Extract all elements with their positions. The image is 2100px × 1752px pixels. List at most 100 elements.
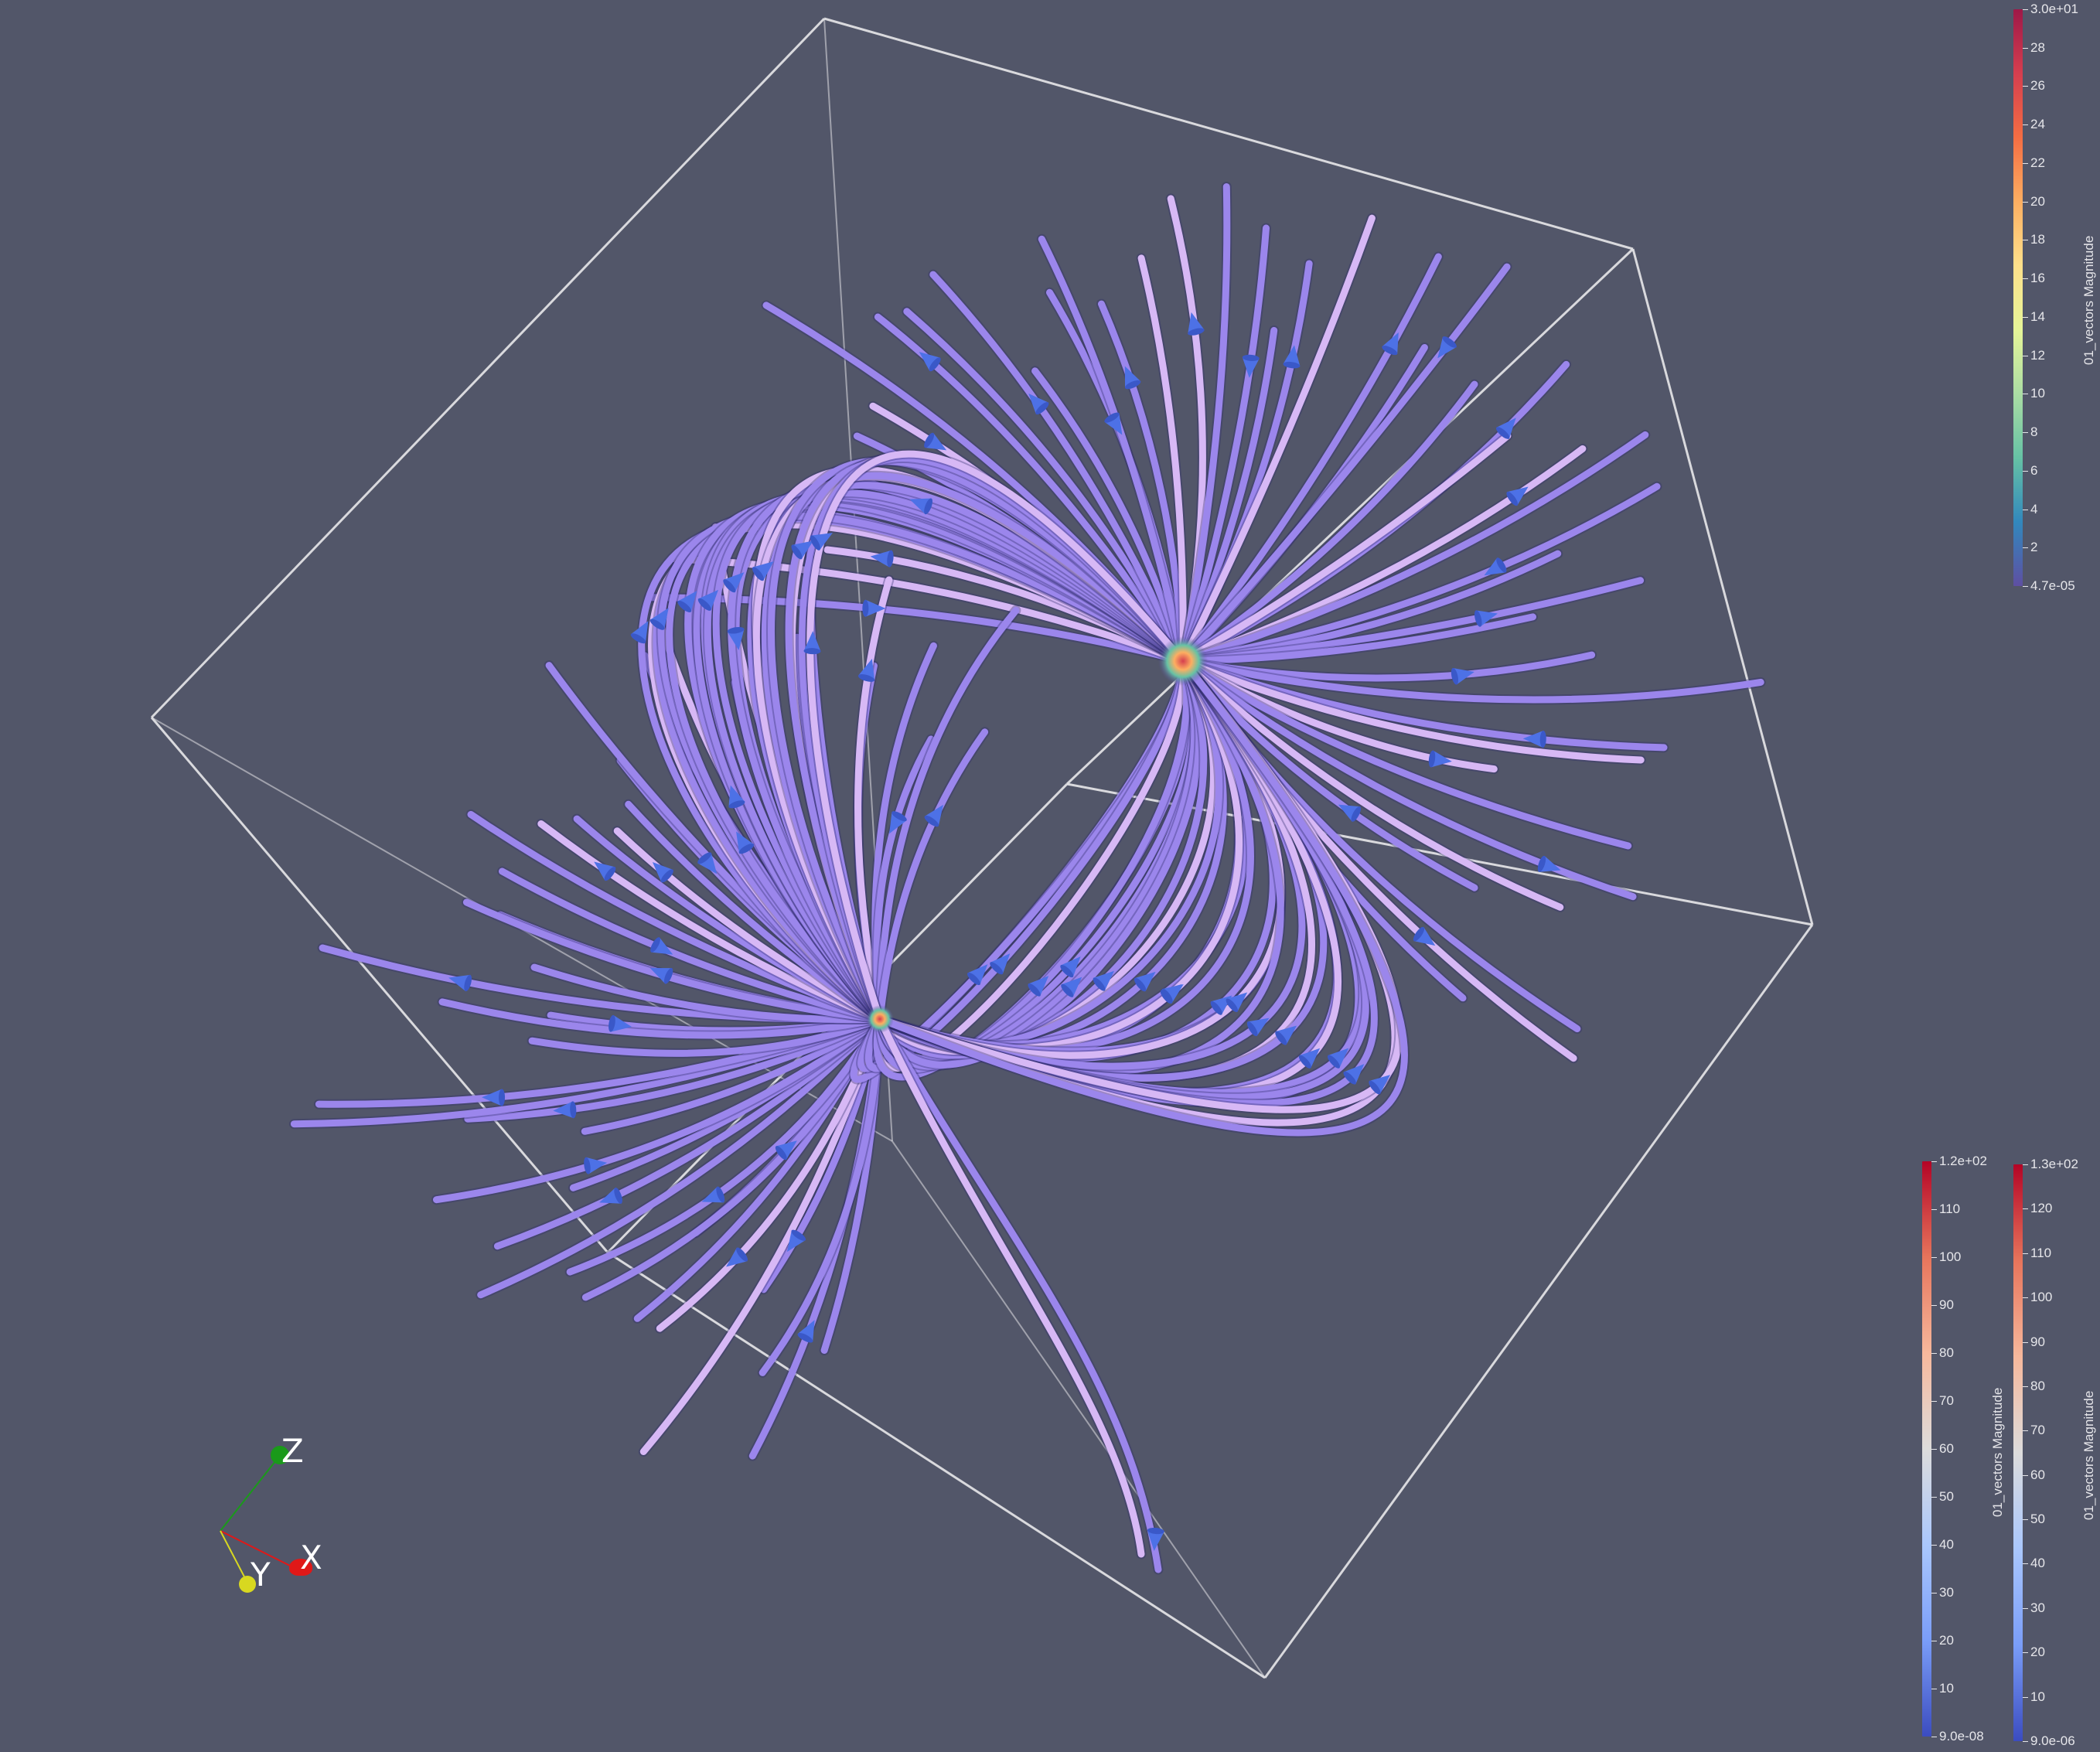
color-bar-gradient — [1922, 1161, 1931, 1737]
streamline — [613, 827, 884, 1023]
arrow-glyph — [990, 953, 1011, 975]
streamline — [1098, 300, 1187, 665]
color-bar-gradient — [2013, 9, 2023, 586]
arrow-glyph — [650, 937, 673, 955]
color-bar-tick-label: 8 — [2030, 424, 2038, 439]
color-bar-min-label: 9.0e-06 — [2030, 1733, 2075, 1748]
arrow-glyph — [870, 550, 894, 568]
color-bar-tick-label: 26 — [2030, 78, 2045, 93]
streamline — [806, 450, 1187, 1023]
z-axis-cone-icon — [271, 1446, 289, 1464]
color-bar-tick-label: 20 — [2030, 194, 2045, 209]
streamlines — [288, 182, 1766, 1575]
color-bar-tick-label: 120 — [2030, 1201, 2053, 1215]
streamline — [1038, 235, 1187, 665]
source-point-upper — [1158, 636, 1208, 686]
streamline — [1179, 326, 1278, 665]
arrow-glyph — [1437, 336, 1457, 359]
arrow-glyph — [697, 589, 719, 611]
color-bar-title: 01_vectors Magnitude — [2081, 235, 2096, 365]
arrow-glyphs — [448, 312, 1561, 1551]
streamline — [1179, 263, 1511, 665]
streamline — [873, 735, 935, 1023]
arrow-glyph — [1506, 486, 1529, 506]
arrow-glyph — [1147, 1527, 1164, 1551]
streamline — [712, 490, 1187, 1023]
y-axis-sphere-icon — [239, 1576, 256, 1593]
streamline — [462, 898, 884, 1023]
arrow-glyph — [1028, 393, 1049, 415]
arrow-glyph — [1134, 971, 1156, 992]
arrow-glyph — [919, 352, 941, 372]
streamline — [1179, 657, 1764, 704]
streamline — [499, 867, 884, 1023]
arrow-glyph — [1484, 557, 1507, 576]
arrow-glyph — [1104, 412, 1123, 435]
color-bar-tick-label: 80 — [1939, 1345, 1954, 1360]
streamline — [1179, 657, 1645, 764]
arrow-glyph — [924, 804, 943, 827]
streamline — [493, 1015, 884, 1250]
arrow-glyph — [862, 599, 886, 617]
bbox-edge — [1631, 248, 1814, 925]
arrow-glyph — [723, 572, 745, 593]
streamline — [874, 657, 1188, 1072]
streamline — [1179, 432, 1512, 665]
color-bar-tick-label: 10 — [1939, 1681, 1954, 1696]
color-bar-tick-label: 60 — [1939, 1441, 1954, 1456]
color-bar-title: 01_vectors Magnitude — [1990, 1387, 2005, 1517]
streamline — [477, 1015, 884, 1299]
bbox-edge — [1065, 247, 1635, 786]
arrow-glyph — [857, 658, 875, 682]
arrow-glyph — [1522, 731, 1546, 748]
bbox-edge — [150, 17, 826, 719]
arrow-glyph — [1338, 804, 1362, 822]
bounding-box-outline — [150, 17, 1814, 1679]
streamline — [1179, 657, 1632, 850]
streamline — [438, 998, 884, 1039]
arrow-glyph — [791, 540, 813, 560]
arrow-glyph — [677, 591, 697, 612]
color-bar-tick-label: 30 — [1939, 1585, 1954, 1600]
z-axis-label: Z — [281, 1432, 304, 1470]
x-axis-cone-icon — [289, 1559, 312, 1576]
arrow-glyph — [1428, 750, 1452, 768]
color-bar-tick-label: 16 — [2030, 271, 2045, 285]
streamline — [1179, 431, 1649, 665]
color-bar-tick-label: 2 — [2030, 540, 2038, 554]
streamline — [903, 308, 1187, 665]
color-bar-tick-label: 70 — [2030, 1423, 2045, 1437]
arrow-glyph — [736, 831, 755, 854]
arrow-glyph — [652, 862, 673, 883]
streamline — [876, 1015, 1162, 1573]
streamline — [785, 458, 1187, 1023]
arrow-glyph — [1298, 1048, 1321, 1069]
streamline — [1179, 214, 1376, 665]
streamline — [876, 607, 1020, 1023]
color-bar-min-label: 9.0e-08 — [1939, 1729, 1984, 1743]
arrow-glyph — [697, 852, 718, 874]
color-bar-tick-label: 80 — [2030, 1379, 2045, 1393]
color-bar-tick-label: 20 — [2030, 1645, 2045, 1659]
arrow-glyph — [909, 498, 933, 515]
streamline — [1137, 254, 1187, 665]
arrow-glyph — [701, 1186, 725, 1203]
color-bar-tick-label: 110 — [2030, 1246, 2052, 1260]
color-bar-tick-label: 22 — [2030, 155, 2045, 170]
arrow-glyph — [1226, 992, 1248, 1013]
arrow-glyph — [1327, 1048, 1349, 1069]
arrow-glyph — [1537, 855, 1561, 872]
color-bar-tick-label: 50 — [2030, 1512, 2045, 1526]
streamline — [929, 271, 1187, 665]
streamline — [530, 963, 884, 1024]
streamline — [799, 455, 1187, 1023]
color-bar-tick-label: 30 — [2030, 1600, 2045, 1615]
streamline — [876, 1015, 1145, 1558]
streamline — [670, 555, 1187, 665]
arrow-glyph — [726, 1247, 748, 1267]
color-bar-tick-label: 50 — [1939, 1489, 1954, 1504]
color-bar-tick-label: 24 — [2030, 117, 2045, 131]
arrow-glyph — [889, 811, 907, 834]
